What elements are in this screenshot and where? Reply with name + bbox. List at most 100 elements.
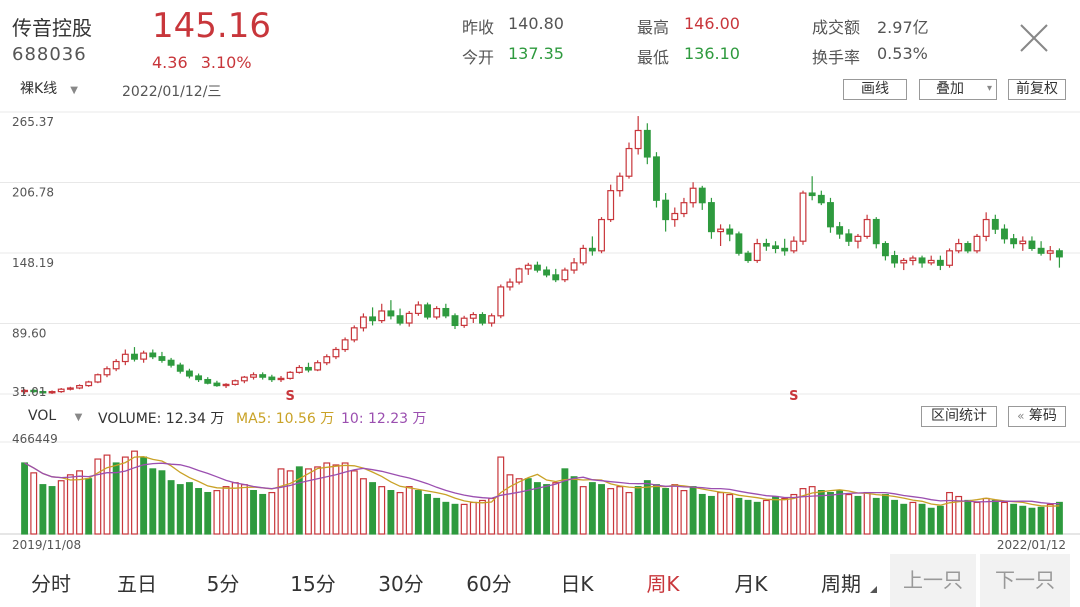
volume-indicator-select[interactable]: VOL ▼ [28, 408, 82, 424]
stat-label: 最低 [637, 48, 670, 67]
candle-body [707, 202, 715, 233]
candle-body [836, 226, 844, 235]
volume-bar [350, 470, 358, 535]
tab-period[interactable]: 周期 [798, 568, 884, 597]
candle [167, 357, 175, 368]
tab-monthly[interactable]: 月K [734, 572, 768, 596]
candle-body [762, 243, 770, 247]
candle-body [305, 366, 312, 371]
candle [21, 389, 29, 395]
volume-bar [781, 497, 789, 535]
candle [506, 278, 514, 291]
tab-intraday[interactable]: 分时 [31, 572, 71, 596]
candle-body [295, 366, 303, 373]
close-icon[interactable] [1016, 20, 1052, 56]
volume-bar [689, 486, 697, 535]
candle-body [570, 262, 578, 271]
volume-bar [359, 478, 367, 535]
candle-body [881, 243, 889, 257]
corner-triangle-icon [870, 586, 877, 593]
candle-body [286, 371, 294, 379]
chips-button[interactable]: « 筹码 [1008, 406, 1066, 427]
candle [57, 387, 65, 393]
prev-stock-button[interactable]: 上一只 [890, 554, 976, 607]
volume-bar [451, 503, 459, 535]
tab-30min[interactable]: 30分 [378, 572, 424, 596]
candle-body [588, 247, 596, 252]
candle [689, 182, 697, 208]
price-adjust-button[interactable]: 前复权 [1008, 79, 1066, 100]
candle [1028, 236, 1036, 251]
draw-line-button[interactable]: 画线 [843, 79, 907, 100]
candle [607, 184, 615, 222]
candle [524, 262, 532, 275]
volume-bar [543, 484, 551, 535]
candle-body [918, 257, 926, 264]
candle-body [414, 304, 422, 314]
candle [808, 176, 816, 201]
kline-chart[interactable]: 265.37 206.78 148.19 89.60 31.01 S S [0, 104, 1080, 404]
volume-bar [900, 503, 908, 535]
candle [717, 224, 725, 247]
candle [598, 217, 605, 254]
candle-body [66, 387, 74, 390]
candle [671, 207, 679, 227]
candle-body [900, 259, 908, 264]
candle-body [378, 310, 386, 322]
volume-bar [973, 501, 981, 535]
candle-body [680, 202, 688, 215]
double-chevron-left-icon: « [1017, 409, 1025, 423]
candle [900, 258, 908, 271]
candle-body [1019, 240, 1027, 245]
kline-mode-select[interactable]: 裸K线 ▼ [20, 78, 78, 100]
candle [744, 250, 752, 263]
x-start-label: 2019/11/08 [12, 538, 81, 552]
range-stats-button[interactable]: 区间统计 [921, 406, 997, 427]
candle-body [863, 218, 871, 237]
candle [927, 255, 935, 266]
candle [268, 374, 276, 382]
tab-weekly[interactable]: 周K [646, 572, 680, 596]
volume-bar [85, 478, 93, 535]
tab-daily[interactable]: 日K [560, 572, 594, 596]
volume-bar [1037, 506, 1045, 535]
volume-bar [405, 486, 413, 535]
candle [616, 172, 624, 197]
candle [204, 377, 212, 385]
candle [240, 375, 248, 384]
candle [543, 266, 551, 278]
ma10-line [24, 462, 1060, 505]
candle [140, 350, 148, 363]
candle-body [204, 378, 212, 384]
candle [634, 116, 642, 155]
next-stock-button[interactable]: 下一只 [980, 554, 1070, 607]
candle-body [671, 212, 679, 221]
tab-60min[interactable]: 60分 [466, 572, 512, 596]
candle-body [405, 312, 413, 324]
candle-body [341, 339, 349, 351]
volume-bar [524, 478, 532, 535]
overlay-button[interactable]: 叠加 ▾ [919, 79, 997, 100]
volume-bar [588, 482, 596, 535]
volume-bar [799, 488, 807, 535]
candle [305, 362, 312, 373]
volume-bar [726, 493, 734, 535]
volume-bar [607, 488, 615, 535]
candle [1019, 236, 1027, 251]
stock-code: 688036 [12, 44, 87, 65]
candle [30, 389, 38, 393]
tab-5min[interactable]: 5分 [206, 572, 240, 596]
change-amount: 4.36 [152, 53, 188, 72]
sell-marker: S [789, 389, 798, 404]
candle-body [94, 374, 102, 383]
tab-15min[interactable]: 15分 [290, 572, 336, 596]
candle-body [653, 156, 660, 201]
candle [726, 224, 734, 242]
candle [579, 244, 587, 266]
tab-five-day[interactable]: 五日 [117, 572, 157, 596]
candle-body [790, 240, 798, 252]
candle-body [854, 235, 862, 242]
candle [570, 258, 578, 274]
candle [707, 197, 715, 239]
candle [314, 360, 322, 372]
